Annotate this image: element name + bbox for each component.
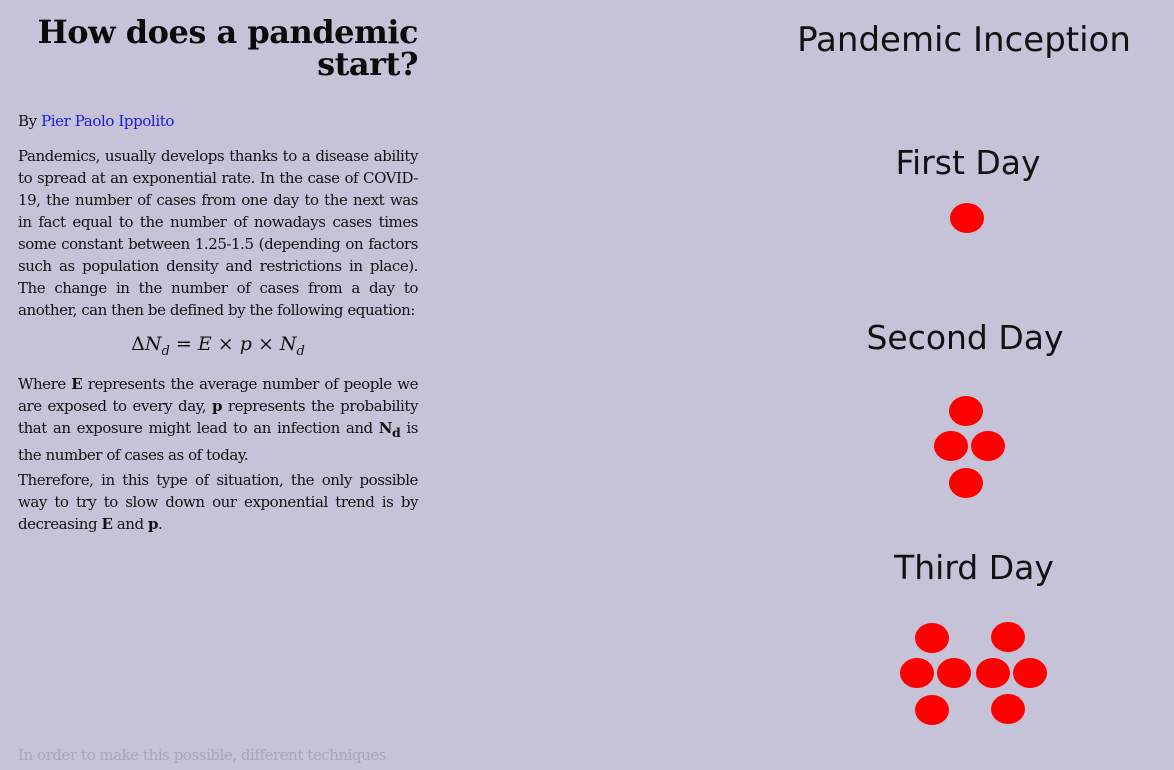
where-text-2: represents the average number of people … [18,374,418,415]
var-e: E [71,374,83,393]
where-text-3: represents the probability that an expos… [18,396,418,437]
case-dot [950,203,984,233]
equation-times-1: × [217,333,234,355]
var-n-sub: d [392,424,401,440]
pandemic-inception-diagram: Pandemic Inception First Day Second Day … [700,0,1174,766]
therefore-var-e: E [101,514,113,533]
var-n: N [378,418,393,437]
byline-prefix: By [18,112,37,130]
equation-p: p [239,333,252,355]
byline: By Pier Paolo Ippolito [18,110,418,132]
case-dot [915,695,949,725]
equation-e: E [197,333,212,355]
author-link[interactable]: Pier Paolo Ippolito [41,112,174,130]
equation-lhs-sub: d [161,343,170,359]
faded-paragraph: In order to make this possible, differen… [18,746,387,764]
case-dot [976,658,1010,688]
day-label-2: Second Day [866,318,1063,357]
equation-rhs-var: N [279,333,297,355]
growth-equation: ΔNd = E × p × Nd [18,331,418,365]
equation-rhs-sub: d [296,343,305,359]
therefore-text: Therefore, in this type of situation, th… [18,470,418,533]
equation-times-2: × [257,333,274,355]
case-dot [971,431,1005,461]
intro-paragraph: Pandemics, usually develops thanks to a … [18,147,418,319]
article-panel: How does a pandemic start? By Pier Paolo… [18,13,419,535]
where-text-4: is the number of cases as of today. [18,418,418,464]
case-dot [991,694,1025,724]
day-label-3: Third Day [893,548,1054,587]
day-group-3: Third Day [893,548,1054,725]
where-paragraph: Where E represents the average number of… [18,373,418,466]
case-dot [1013,658,1047,688]
case-dot [949,396,983,426]
case-dot [949,468,983,498]
therefore-paragraph: Therefore, in this type of situation, th… [18,469,418,535]
case-dot [934,431,968,461]
equation-lhs-var: N [144,333,162,355]
therefore-end: . [158,514,163,533]
var-p: p [211,396,222,415]
day-group-1: First Day [895,143,1041,233]
var-nd: Nd [378,418,401,440]
case-dot [991,622,1025,652]
equation-equals: = [175,333,192,355]
day-group-2: Second Day [866,318,1064,498]
day-label-1: First Day [895,143,1040,182]
diagram-svg: Pandemic Inception First Day Second Day … [797,20,1131,725]
therefore-var-p: p [147,514,159,533]
therefore-and: and [116,514,144,533]
case-dot [900,658,934,688]
where-text-1: Where [18,374,66,393]
page-title: How does a pandemic start? [37,13,419,83]
equation-delta: Δ [131,333,145,355]
case-dot [915,623,949,653]
case-dot [937,658,971,688]
diagram-title: Pandemic Inception [797,20,1131,60]
